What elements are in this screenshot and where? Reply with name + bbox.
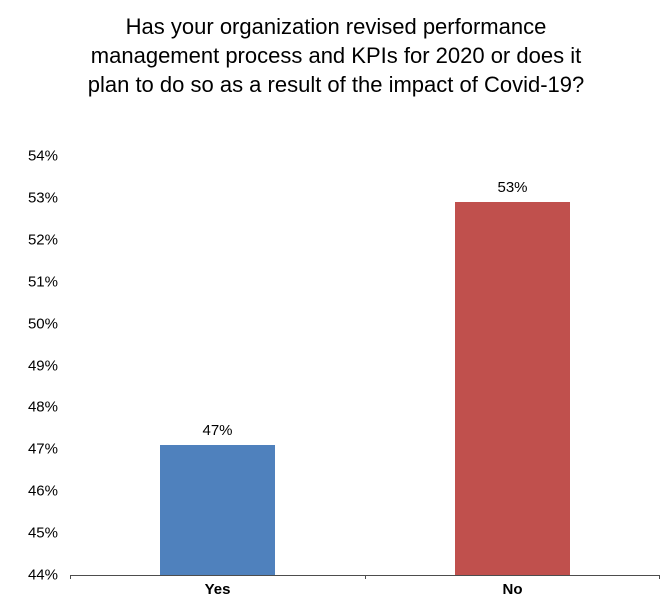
bar-slot: 47% <box>70 156 365 575</box>
y-axis-tick-label: 47% <box>27 440 58 458</box>
x-axis-tick <box>365 575 366 579</box>
y-axis-tick-label: 46% <box>27 482 58 500</box>
y-axis-tick-label: 51% <box>27 273 58 291</box>
x-axis-labels: Yes No <box>70 581 660 598</box>
x-axis-label-no: No <box>502 581 523 598</box>
y-axis-tick-label: 54% <box>27 147 58 165</box>
bar-no: 53% <box>455 179 570 575</box>
y-axis: 44% 45% 46% 47% 48% 49% 50% 51% 52% 53% 54% <box>0 148 64 584</box>
chart-title: Has your organization revised performanc… <box>87 14 585 98</box>
y-axis-tick-label: 44% <box>27 566 58 584</box>
y-axis-tick-label: 52% <box>27 231 58 249</box>
bar-slot: 53% <box>365 156 660 575</box>
y-axis-tick-label: 45% <box>27 524 58 542</box>
y-axis-tick-label: 50% <box>27 315 58 333</box>
y-axis-tick-label: 49% <box>27 357 58 374</box>
plot-area: 47% 53% <box>70 156 660 579</box>
x-axis-tick <box>659 575 660 579</box>
x-axis-label-yes: Yes <box>204 581 231 598</box>
bars: 47% 53% <box>70 156 660 575</box>
y-axis-tick-label: 53% <box>27 189 58 207</box>
y-axis-tick-label: 48% <box>27 398 58 416</box>
x-axis-tick <box>70 575 71 579</box>
bar-yes: 47% <box>160 422 275 575</box>
bar-data-label: 47% <box>202 422 233 440</box>
bar-data-label: 53% <box>497 179 528 197</box>
